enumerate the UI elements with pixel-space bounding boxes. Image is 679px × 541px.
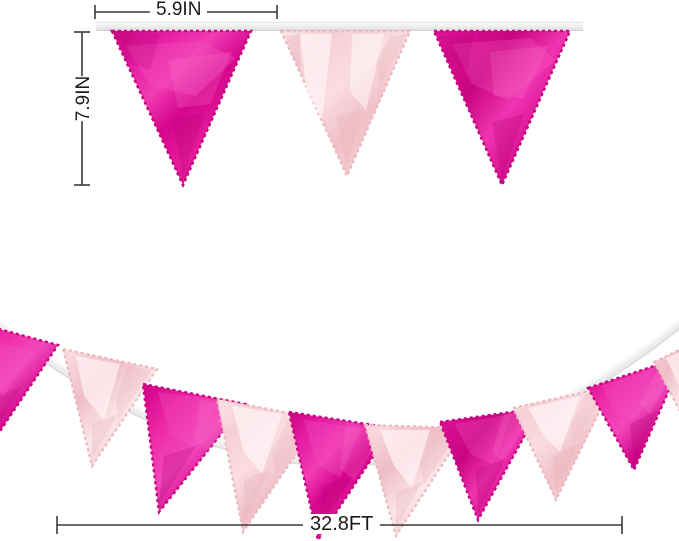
flag-hot-pink-1 [109, 29, 253, 189]
dimension-label-length: 32.8FT [303, 514, 381, 534]
garland-flag-7 [438, 406, 543, 523]
top-banner-string [96, 22, 583, 31]
flag-hot-pink-2 [432, 29, 572, 189]
garland-flag-2 [61, 347, 159, 469]
dimension-label-width: 5.9IN [150, 0, 208, 19]
flag-light-pink-1 [279, 29, 412, 179]
garland-flag-1 [0, 328, 60, 434]
garland-flag-10 [652, 348, 679, 412]
dimension-label-height: 7.9IN [68, 75, 100, 122]
